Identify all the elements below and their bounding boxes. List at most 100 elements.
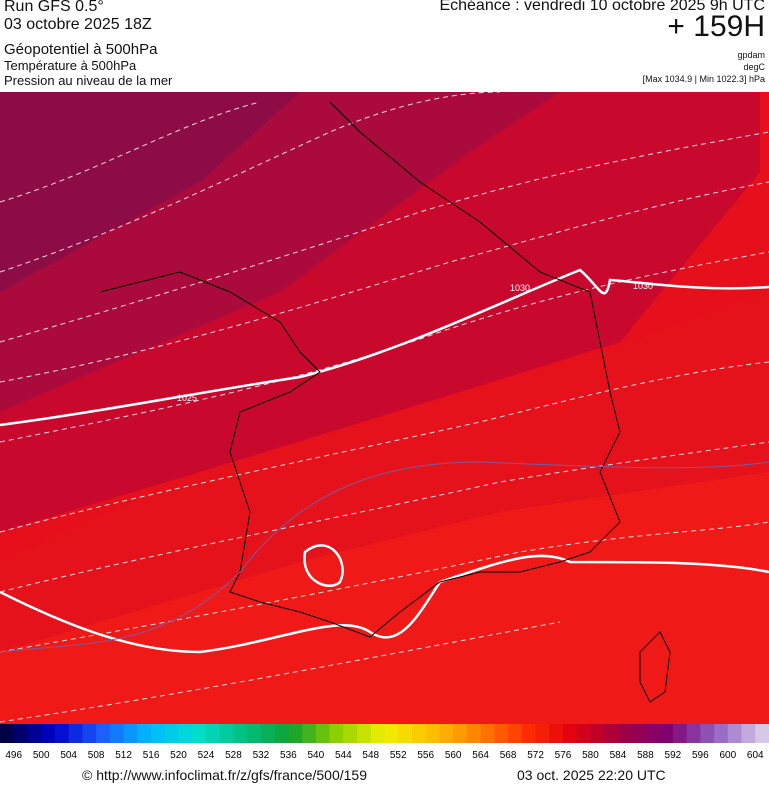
color-swatch <box>27 724 42 743</box>
color-swatch <box>247 724 262 743</box>
unit: degC <box>743 62 765 72</box>
color-swatch <box>82 724 97 743</box>
field: Pression au niveau de la mer <box>4 73 173 88</box>
color-swatch <box>343 724 358 743</box>
color-swatch <box>192 724 207 743</box>
color-swatch <box>398 724 413 743</box>
color-swatch <box>329 724 344 743</box>
color-swatch <box>178 724 193 743</box>
color-swatch <box>205 724 221 743</box>
valid-time: Echéance : vendredi 10 octobre 2025 9h U… <box>439 0 765 14</box>
color-swatch <box>672 724 688 743</box>
colorbar-label: 536 <box>280 750 297 761</box>
colorbar-label: 580 <box>582 750 599 761</box>
colorbar-label: 548 <box>362 750 379 761</box>
isotherms <box>0 92 769 723</box>
color-swatch <box>604 724 619 743</box>
colorbar-label: 576 <box>555 750 572 761</box>
unit: gpdam <box>737 50 765 60</box>
pressure-range: [Max 1034.9 | Min 1022.3] hPa <box>642 74 765 84</box>
isobar-label: 1030 <box>510 283 530 293</box>
field-band <box>0 472 769 724</box>
color-swatch <box>563 724 578 743</box>
color-swatch <box>466 724 482 743</box>
color-swatch <box>480 724 495 743</box>
color-swatch <box>288 724 303 743</box>
isobars <box>0 268 769 654</box>
color-swatch <box>137 724 152 743</box>
colorbar-label: 596 <box>692 750 709 761</box>
color-swatch <box>219 724 234 743</box>
color-swatch <box>151 724 166 743</box>
image-date: 03 oct. 2025 22:20 UTC <box>517 767 666 783</box>
colorbar-label: 520 <box>170 750 187 761</box>
color-swatch <box>123 724 138 743</box>
color-swatch <box>700 724 715 743</box>
color-swatch <box>508 724 523 743</box>
colorbar-label: 588 <box>637 750 654 761</box>
lead-time: + 159H <box>667 10 765 43</box>
run: Run GFS 0.5° <box>4 0 104 15</box>
color-swatch <box>631 724 646 743</box>
color-swatch <box>755 724 769 743</box>
color-swatch <box>727 724 743 743</box>
color-swatch <box>617 724 633 743</box>
color-swatch <box>714 724 729 743</box>
colorbar-label: 600 <box>719 750 736 761</box>
field: Température à 500hPa <box>4 58 137 73</box>
field-band <box>0 92 300 292</box>
color-swatch <box>0 724 15 743</box>
colorbar-label: 592 <box>665 750 682 761</box>
color-swatch <box>590 724 605 743</box>
color-swatch <box>13 724 28 743</box>
colorbar-label: 568 <box>500 750 517 761</box>
run-date: 03 octobre 2025 18Z <box>4 16 152 33</box>
color-swatch <box>411 724 427 743</box>
color-swatch <box>645 724 660 743</box>
map: 1030 1030 1025 <box>0 92 769 724</box>
colorbar-label: 508 <box>88 750 105 761</box>
colorbar-label: 528 <box>225 750 242 761</box>
color-swatch <box>68 724 83 743</box>
colorbar-label: 532 <box>253 750 270 761</box>
colorbar-label: 552 <box>390 750 407 761</box>
color-swatch <box>453 724 468 743</box>
colorbar-label: 496 <box>5 750 22 761</box>
colorbar-label: 560 <box>445 750 462 761</box>
freezing-line <box>0 461 769 653</box>
color-swatch <box>315 724 331 743</box>
colorbar-label: 540 <box>307 750 324 761</box>
color-swatch <box>686 724 701 743</box>
color-swatch <box>41 724 56 743</box>
source-url: © http://www.infoclimat.fr/z/gfs/france/… <box>82 767 367 783</box>
colorbar-label: 572 <box>527 750 544 761</box>
color-swatch <box>425 724 440 743</box>
colorbar-label: 512 <box>115 750 132 761</box>
colorbar-label: 556 <box>417 750 434 761</box>
field: Géopotentiel à 500hPa <box>4 41 158 58</box>
colorbar-label: 504 <box>60 750 77 761</box>
color-swatch <box>535 724 550 743</box>
color-swatch <box>659 724 674 743</box>
colorbar: 496 500 504 508 512 516 520 524 528 532 536 540 544 5… <box>0 724 769 761</box>
color-swatch <box>274 724 289 743</box>
color-swatch <box>384 724 399 743</box>
colorbar-label: 500 <box>33 750 50 761</box>
isobar-label: 1030 <box>633 281 653 291</box>
color-swatch <box>109 724 125 743</box>
color-swatch <box>54 724 70 743</box>
colorbar-label: 604 <box>747 750 764 761</box>
color-swatch <box>549 724 564 743</box>
colorbar-label: 564 <box>472 750 489 761</box>
color-swatch <box>96 724 111 743</box>
color-swatch <box>576 724 591 743</box>
color-swatch <box>260 724 276 743</box>
color-swatch <box>357 724 372 743</box>
color-swatch <box>521 724 537 743</box>
isobar-label: 1025 <box>177 393 197 403</box>
color-swatch <box>494 724 509 743</box>
colorbar-label: 584 <box>610 750 627 761</box>
color-swatch <box>164 724 180 743</box>
color-swatch <box>370 724 385 743</box>
color-swatch <box>233 724 248 743</box>
